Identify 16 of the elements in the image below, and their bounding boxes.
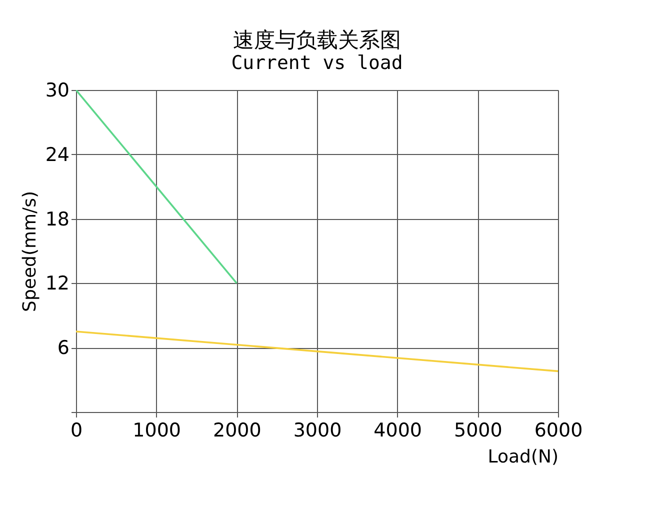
- x-tick-label: 2000: [212, 420, 262, 442]
- x-tick-label: 3000: [293, 420, 342, 442]
- y-tick-label: 24: [45, 144, 70, 166]
- x-tick-label: 5000: [454, 420, 502, 442]
- x-tick-label: 0: [70, 420, 83, 442]
- chart-title: 速度与负载关系图: [233, 28, 401, 52]
- y-tick-label: 6: [57, 337, 70, 360]
- x-tick-label: 4000: [374, 420, 422, 442]
- x-tick-label: 6000: [534, 420, 583, 442]
- x-axis-title: Load(N): [488, 446, 558, 468]
- x-tick-label: 1000: [132, 420, 182, 442]
- chart-subtitle: Current vs load: [231, 52, 403, 74]
- y-tick-label: 30: [45, 80, 70, 102]
- y-tick-label: 18: [45, 208, 70, 230]
- y-axis-title: Speed(mm/s): [19, 191, 40, 312]
- y-tick-label: 12: [45, 272, 70, 295]
